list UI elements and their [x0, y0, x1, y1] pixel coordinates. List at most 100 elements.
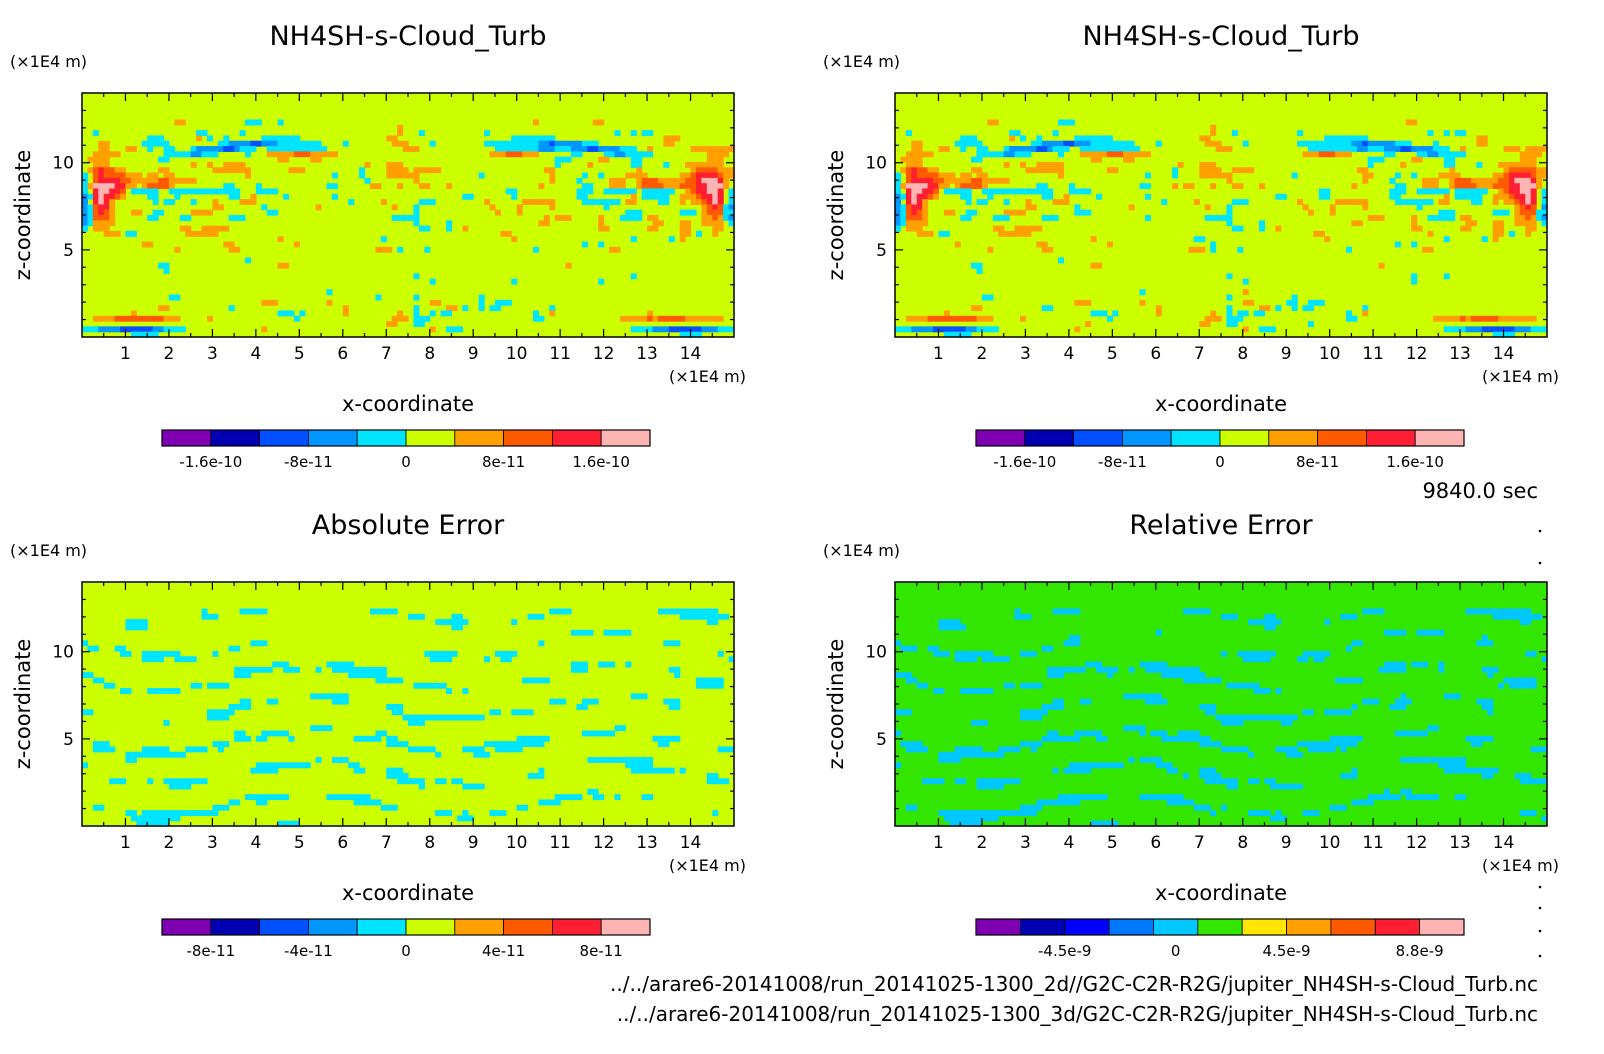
- contour-cell: [234, 140, 241, 147]
- contour-cell: [728, 220, 735, 227]
- contour-cell: [938, 751, 945, 758]
- contour-cell: [1210, 767, 1217, 774]
- contour-cell: [723, 183, 730, 190]
- contour-cell: [581, 730, 588, 737]
- contour-cell: [228, 146, 235, 152]
- contour-cell: [614, 130, 621, 137]
- contour-cell: [1443, 146, 1450, 152]
- x-tick-label: 11: [1362, 344, 1384, 364]
- contour-cell: [277, 135, 284, 142]
- contour-cell: [543, 140, 550, 147]
- contour-cell: [266, 209, 273, 216]
- contour-cell: [1139, 183, 1146, 190]
- contour-cell: [1047, 305, 1054, 312]
- contour-cell: [1161, 672, 1168, 679]
- contour-field: [895, 93, 1548, 338]
- contour-cell: [971, 315, 978, 322]
- contour-cell: [337, 693, 344, 700]
- x-tick-label: 13: [636, 833, 658, 853]
- contour-cell: [1291, 746, 1298, 753]
- contour-cell: [136, 172, 143, 179]
- contour-cell: [1487, 767, 1494, 774]
- contour-cell: [576, 177, 583, 184]
- contour-cell: [690, 331, 697, 338]
- contour-cell: [408, 146, 415, 152]
- contour-cell: [1188, 730, 1195, 737]
- contour-cell: [1400, 146, 1407, 152]
- contour-cell: [905, 188, 912, 195]
- contour-cell: [1487, 698, 1494, 705]
- panel-2: 1 2 3 4 5 6 7 8 9 10 11 12 13 14510NH4SH-s-Cloud_Turb…: [823, 21, 1559, 471]
- x-tick-label: 6: [337, 833, 348, 853]
- contour-cell: [369, 608, 376, 615]
- contour-cell: [342, 794, 349, 801]
- contour-cell: [1384, 794, 1391, 801]
- contour-cell: [717, 161, 724, 168]
- contour-cell: [1269, 714, 1276, 721]
- contour-cell: [543, 135, 550, 142]
- contour-cell: [511, 146, 518, 152]
- contour-cell: [965, 326, 972, 333]
- contour-cell: [981, 188, 988, 195]
- contour-cell: [647, 757, 654, 763]
- contour-cell: [1019, 225, 1026, 232]
- contour-cell: [1389, 177, 1396, 184]
- contour-cell: [478, 299, 485, 306]
- contour-cell: [125, 650, 132, 657]
- contour-cell: [516, 135, 523, 142]
- contour-cell: [87, 193, 94, 200]
- contour-cell: [712, 199, 719, 205]
- contour-cell: [922, 193, 929, 200]
- x-tick-label: 11: [549, 833, 571, 853]
- contour-cell: [690, 315, 697, 322]
- contour-cell: [1470, 767, 1477, 774]
- contour-cell: [1030, 225, 1037, 232]
- contour-cell: [82, 326, 89, 333]
- contour-cell: [462, 619, 469, 626]
- contour-cell: [1378, 146, 1385, 152]
- contour-cell: [1438, 199, 1445, 205]
- contour-cell: [717, 151, 724, 158]
- contour-cell: [701, 215, 708, 221]
- contour-cell: [130, 188, 137, 195]
- contour-cell: [900, 215, 907, 221]
- contour-cell: [120, 183, 127, 190]
- contour-cell: [190, 188, 197, 195]
- contour-cell: [494, 299, 501, 306]
- contour-cell: [1117, 140, 1124, 147]
- contour-cell: [1536, 746, 1543, 753]
- contour-cell: [136, 624, 143, 631]
- contour-cell: [679, 177, 686, 184]
- contour-cell: [992, 151, 999, 158]
- contour-cell: [690, 167, 697, 174]
- contour-cell: [1438, 629, 1445, 636]
- contour-cell: [1351, 220, 1358, 227]
- contour-cell: [228, 161, 235, 168]
- contour-cell: [679, 172, 686, 179]
- x-tick-label: 6: [1150, 344, 1161, 364]
- contour-cell: [1025, 225, 1032, 232]
- contour-cell: [1492, 177, 1499, 184]
- contour-cell: [1449, 209, 1456, 216]
- contour-cell: [1275, 810, 1282, 816]
- contour-cell: [1215, 140, 1222, 147]
- contour-cell: [717, 220, 724, 227]
- contour-cell: [1063, 666, 1070, 673]
- contour-cell: [598, 225, 605, 232]
- contour-cell: [1302, 204, 1309, 211]
- contour-cell: [1378, 262, 1385, 269]
- contour-cell: [1237, 167, 1244, 174]
- contour-cell: [168, 810, 175, 816]
- contour-cell: [98, 172, 105, 179]
- contour-cell: [1052, 698, 1059, 705]
- contour-cell: [239, 130, 246, 137]
- contour-cell: [1514, 193, 1521, 200]
- contour-cell: [505, 656, 512, 663]
- contour-cell: [163, 183, 170, 190]
- contour-cell: [965, 746, 972, 753]
- contour-cell: [163, 151, 170, 158]
- x-tick-label: 1: [933, 344, 944, 364]
- contour-cell: [1492, 236, 1499, 243]
- contour-cell: [1443, 767, 1450, 774]
